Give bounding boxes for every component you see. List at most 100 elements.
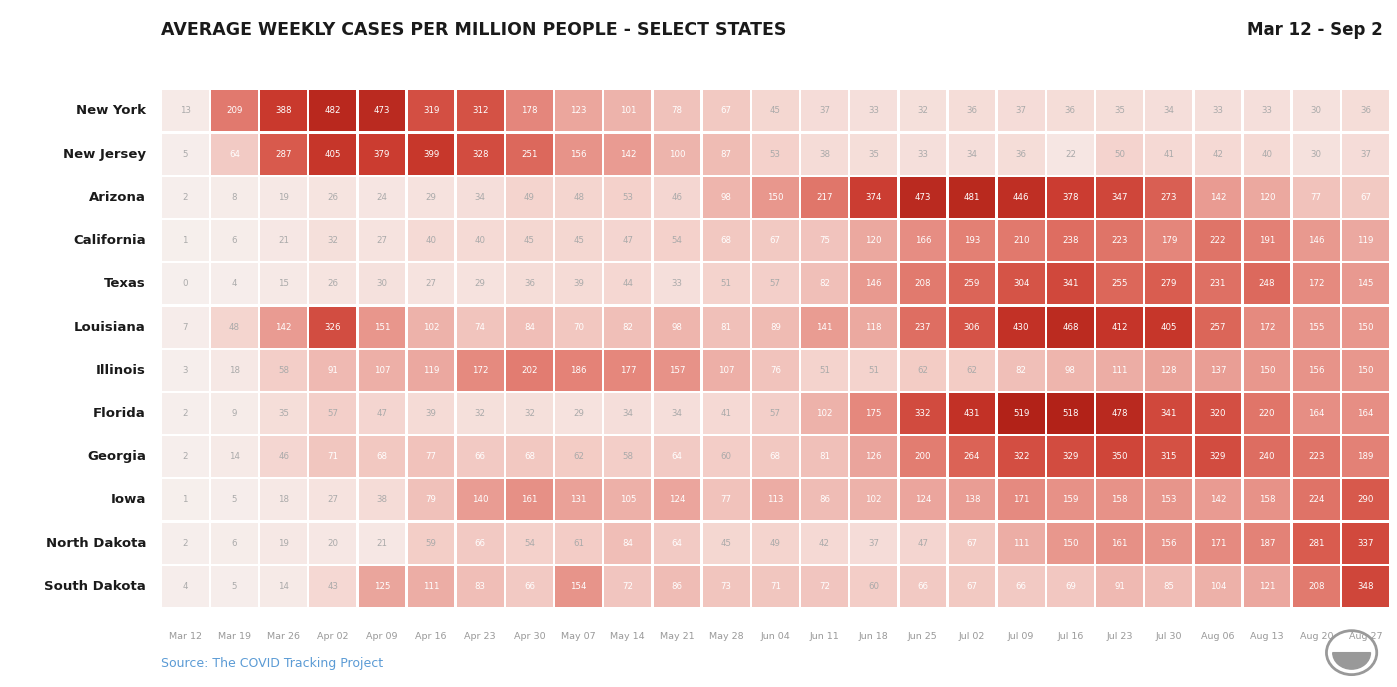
FancyBboxPatch shape xyxy=(703,177,750,218)
Text: 220: 220 xyxy=(1259,409,1275,418)
FancyBboxPatch shape xyxy=(1146,480,1192,521)
Text: 67: 67 xyxy=(967,539,978,548)
FancyBboxPatch shape xyxy=(506,480,553,521)
FancyBboxPatch shape xyxy=(900,393,946,434)
FancyBboxPatch shape xyxy=(1194,306,1242,348)
Text: 18: 18 xyxy=(229,365,240,375)
FancyBboxPatch shape xyxy=(703,393,750,434)
FancyBboxPatch shape xyxy=(1194,177,1242,218)
FancyBboxPatch shape xyxy=(1097,436,1143,477)
FancyBboxPatch shape xyxy=(1097,177,1143,218)
FancyBboxPatch shape xyxy=(800,263,848,304)
FancyBboxPatch shape xyxy=(654,566,700,607)
FancyBboxPatch shape xyxy=(211,220,258,261)
FancyBboxPatch shape xyxy=(949,350,996,391)
Text: 5: 5 xyxy=(232,495,237,504)
Text: 179: 179 xyxy=(1161,236,1176,245)
FancyBboxPatch shape xyxy=(1243,133,1291,174)
FancyBboxPatch shape xyxy=(260,523,307,564)
FancyBboxPatch shape xyxy=(605,220,651,261)
FancyBboxPatch shape xyxy=(900,220,946,261)
FancyBboxPatch shape xyxy=(408,350,454,391)
Text: 30: 30 xyxy=(1310,106,1322,115)
FancyBboxPatch shape xyxy=(1097,350,1143,391)
Text: 332: 332 xyxy=(915,409,932,418)
FancyBboxPatch shape xyxy=(851,480,897,521)
Text: 75: 75 xyxy=(819,236,830,245)
FancyBboxPatch shape xyxy=(1343,133,1389,174)
Text: Georgia: Georgia xyxy=(87,450,145,463)
FancyBboxPatch shape xyxy=(506,177,553,218)
Text: 26: 26 xyxy=(327,193,338,202)
FancyBboxPatch shape xyxy=(1097,220,1143,261)
FancyBboxPatch shape xyxy=(605,133,651,174)
FancyBboxPatch shape xyxy=(949,393,996,434)
Text: Louisiana: Louisiana xyxy=(74,321,145,334)
FancyBboxPatch shape xyxy=(1343,436,1389,477)
FancyBboxPatch shape xyxy=(654,523,700,564)
Text: 164: 164 xyxy=(1356,409,1373,418)
Text: 85: 85 xyxy=(1164,582,1175,591)
FancyBboxPatch shape xyxy=(359,263,405,304)
Text: Source: The COVID Tracking Project: Source: The COVID Tracking Project xyxy=(161,657,383,670)
Text: 5: 5 xyxy=(232,582,237,591)
Text: 19: 19 xyxy=(278,193,289,202)
FancyBboxPatch shape xyxy=(260,91,307,131)
Text: 53: 53 xyxy=(770,150,781,159)
Text: 68: 68 xyxy=(376,452,387,461)
FancyBboxPatch shape xyxy=(408,263,454,304)
Text: 337: 337 xyxy=(1356,539,1373,548)
FancyBboxPatch shape xyxy=(162,263,208,304)
Text: 33: 33 xyxy=(1261,106,1273,115)
FancyBboxPatch shape xyxy=(605,306,651,348)
Text: Aug 13: Aug 13 xyxy=(1250,632,1284,641)
FancyBboxPatch shape xyxy=(900,350,946,391)
FancyBboxPatch shape xyxy=(1097,393,1143,434)
Text: 34: 34 xyxy=(672,409,683,418)
FancyBboxPatch shape xyxy=(949,220,996,261)
FancyBboxPatch shape xyxy=(1194,263,1242,304)
Text: 51: 51 xyxy=(819,365,830,375)
FancyBboxPatch shape xyxy=(997,220,1045,261)
FancyBboxPatch shape xyxy=(949,306,996,348)
Text: 161: 161 xyxy=(521,495,538,504)
FancyBboxPatch shape xyxy=(851,393,897,434)
Text: Apr 30: Apr 30 xyxy=(514,632,545,641)
Text: Apr 16: Apr 16 xyxy=(415,632,447,641)
FancyBboxPatch shape xyxy=(162,393,208,434)
Text: 15: 15 xyxy=(278,280,289,289)
FancyBboxPatch shape xyxy=(1243,566,1291,607)
Text: Apr 23: Apr 23 xyxy=(464,632,496,641)
Text: 315: 315 xyxy=(1161,452,1178,461)
Text: 45: 45 xyxy=(573,236,584,245)
Text: 142: 142 xyxy=(1210,495,1227,504)
Text: 131: 131 xyxy=(570,495,587,504)
Text: 240: 240 xyxy=(1259,452,1275,461)
Text: 405: 405 xyxy=(1161,322,1178,332)
FancyBboxPatch shape xyxy=(359,480,405,521)
FancyBboxPatch shape xyxy=(752,566,799,607)
Text: 61: 61 xyxy=(573,539,584,548)
Text: Illinois: Illinois xyxy=(96,363,145,376)
FancyBboxPatch shape xyxy=(800,480,848,521)
Text: 68: 68 xyxy=(524,452,535,461)
FancyBboxPatch shape xyxy=(654,91,700,131)
Text: 379: 379 xyxy=(374,150,390,159)
Text: Jul 09: Jul 09 xyxy=(1009,632,1034,641)
Text: Aug 27: Aug 27 xyxy=(1348,632,1382,641)
Text: Jun 18: Jun 18 xyxy=(859,632,888,641)
FancyBboxPatch shape xyxy=(408,480,454,521)
Text: 34: 34 xyxy=(1164,106,1175,115)
FancyBboxPatch shape xyxy=(359,220,405,261)
Text: 328: 328 xyxy=(472,150,489,159)
Text: 412: 412 xyxy=(1111,322,1127,332)
FancyBboxPatch shape xyxy=(309,306,356,348)
FancyBboxPatch shape xyxy=(1046,350,1094,391)
Text: 0: 0 xyxy=(183,280,189,289)
Text: 4: 4 xyxy=(232,280,237,289)
Text: 62: 62 xyxy=(967,365,978,375)
Text: 44: 44 xyxy=(622,280,633,289)
FancyBboxPatch shape xyxy=(800,523,848,564)
Text: 473: 473 xyxy=(373,106,390,115)
Text: New York: New York xyxy=(75,104,145,117)
